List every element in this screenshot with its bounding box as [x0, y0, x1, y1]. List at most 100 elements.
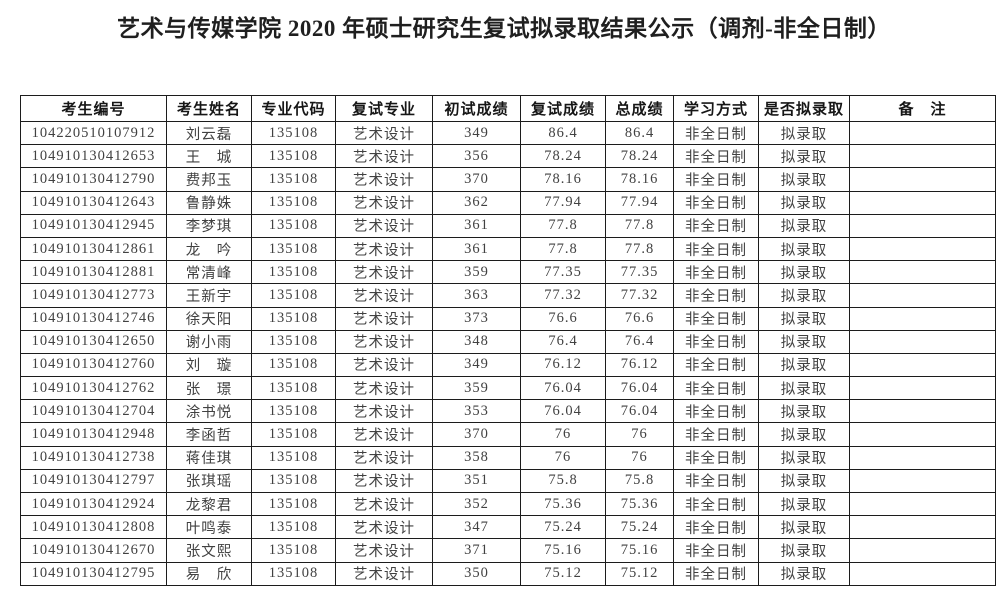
table-cell: [849, 422, 996, 447]
table-cell: 76: [520, 445, 606, 470]
column-header-9: 是否拟录取: [758, 95, 850, 122]
table-row: 104910130412643 鲁静姝 135108 艺术设计 362 77.94 77.9…: [20, 190, 996, 215]
table-row: 104220510107912 刘云磊 135108 艺术设计 349 86.4 86.4 非…: [20, 120, 996, 146]
table-cell: 76: [605, 422, 674, 447]
table-cell: 非全日制: [673, 561, 759, 586]
table-cell: 104910130412704: [20, 399, 167, 424]
table-row: 104910130412795 易 欣 135108 艺术设计 350 75.12 75.1…: [20, 561, 996, 586]
table-row: 104910130412790 费邦玉 135108 艺术设计 370 78.16 78.1…: [20, 167, 996, 192]
table-cell: 蒋佳琪: [166, 445, 252, 470]
table-cell: 艺术设计: [335, 515, 433, 540]
column-header-4: 复试专业: [335, 95, 433, 122]
table-cell: [849, 399, 996, 424]
column-header-1: 考生编号: [20, 95, 167, 122]
table-cell: 非全日制: [673, 120, 759, 146]
table-cell: 77.8: [605, 213, 674, 238]
table-cell: 104910130412948: [20, 422, 167, 447]
table-cell: 78.16: [605, 167, 674, 192]
table-cell: 拟录取: [758, 352, 850, 378]
table-cell: 371: [432, 538, 521, 563]
table-cell: 李函哲: [166, 422, 252, 447]
table-cell: 135108: [251, 283, 336, 308]
table-cell: 龙 吟: [166, 236, 252, 262]
table-cell: [849, 376, 996, 401]
table-cell: 75.12: [605, 561, 674, 586]
table-cell: [849, 190, 996, 215]
table-cell: 非全日制: [673, 236, 759, 262]
table-cell: 拟录取: [758, 399, 850, 424]
table-body: 104220510107912 刘云磊 135108 艺术设计 349 86.4 86.4 非…: [20, 120, 996, 586]
table-cell: 104910130412808: [20, 515, 167, 540]
table-cell: 非全日制: [673, 491, 759, 517]
table-cell: 86.4: [520, 120, 606, 146]
table-cell: 76: [520, 422, 606, 447]
table-cell: 104220510107912: [20, 120, 167, 146]
table-cell: 104910130412653: [20, 144, 167, 169]
table-cell: 104910130412945: [20, 213, 167, 238]
table-cell: 非全日制: [673, 260, 759, 285]
table-cell: 104910130412924: [20, 491, 167, 517]
table-cell: 356: [432, 144, 521, 169]
table-cell: 352: [432, 491, 521, 517]
table-cell: 135108: [251, 468, 336, 494]
table-cell: 76.4: [605, 329, 674, 354]
table-cell: 张琪瑶: [166, 468, 252, 494]
column-header-7: 总成绩: [605, 95, 674, 122]
table-cell: 77.35: [605, 260, 674, 285]
table-cell: 非全日制: [673, 468, 759, 494]
table-cell: 谢小雨: [166, 329, 252, 354]
table-cell: 104910130412650: [20, 329, 167, 354]
table-cell: 104910130412797: [20, 468, 167, 494]
table-cell: [849, 352, 996, 378]
table-cell: 艺术设计: [335, 236, 433, 262]
table-cell: 363: [432, 283, 521, 308]
table-cell: 77.32: [520, 283, 606, 308]
table-cell: 135108: [251, 422, 336, 447]
table-cell: 艺术设计: [335, 306, 433, 331]
table-cell: [849, 329, 996, 354]
table-cell: 拟录取: [758, 515, 850, 540]
table-header-row: 考生编号 考生姓名 专业代码 复试专业 初试成绩 复试成绩 总成绩 学习方式 是否拟录取备 注: [20, 95, 996, 122]
table-cell: 373: [432, 306, 521, 331]
table-cell: 王新宇: [166, 283, 252, 308]
table-cell: 艺术设计: [335, 144, 433, 169]
table-cell: 370: [432, 167, 521, 192]
table-cell: 135108: [251, 399, 336, 424]
column-header-3: 专业代码: [251, 95, 336, 122]
table-row: 104910130412704 涂书悦 135108 艺术设计 353 76.04 76.0…: [20, 399, 996, 424]
table-cell: 拟录取: [758, 561, 850, 586]
table-cell: 艺术设计: [335, 120, 433, 146]
table-cell: 77.35: [520, 260, 606, 285]
table-row: 104910130412881 常清峰 135108 艺术设计 359 77.35 77.3…: [20, 260, 996, 285]
table-cell: 86.4: [605, 120, 674, 146]
table-cell: 拟录取: [758, 236, 850, 262]
table-cell: 348: [432, 329, 521, 354]
table-cell: 张文熙: [166, 538, 252, 563]
table-cell: 135108: [251, 260, 336, 285]
admission-results-table: 考生编号 考生姓名 专业代码 复试专业 初试成绩 复试成绩 总成绩 学习方式 是否拟录取备 注 …: [20, 95, 996, 586]
table-cell: 非全日制: [673, 283, 759, 308]
table-cell: 艺术设计: [335, 468, 433, 494]
table-cell: 非全日制: [673, 329, 759, 354]
table-cell: 347: [432, 515, 521, 540]
table-cell: [849, 306, 996, 331]
table-cell: 135108: [251, 120, 336, 146]
table-cell: 非全日制: [673, 213, 759, 238]
table-cell: 拟录取: [758, 213, 850, 238]
table-cell: 358: [432, 445, 521, 470]
table-cell: 104910130412795: [20, 561, 167, 586]
table-row: 104910130412670 张文熙 135108 艺术设计 371 75.16 75.1…: [20, 538, 996, 563]
table-cell: 艺术设计: [335, 422, 433, 447]
table-cell: 刘云磊: [166, 120, 252, 146]
table-cell: 135108: [251, 352, 336, 378]
table-cell: [849, 445, 996, 470]
table-cell: 75.8: [605, 468, 674, 494]
table-cell: 非全日制: [673, 515, 759, 540]
table-cell: [849, 283, 996, 308]
table-cell: 135108: [251, 538, 336, 563]
table-cell: 362: [432, 190, 521, 215]
table-cell: 拟录取: [758, 120, 850, 146]
table-row: 104910130412808 叶鸣泰 135108 艺术设计 347 75.24 75.2…: [20, 515, 996, 540]
table-cell: 135108: [251, 236, 336, 262]
table-cell: 拟录取: [758, 491, 850, 517]
